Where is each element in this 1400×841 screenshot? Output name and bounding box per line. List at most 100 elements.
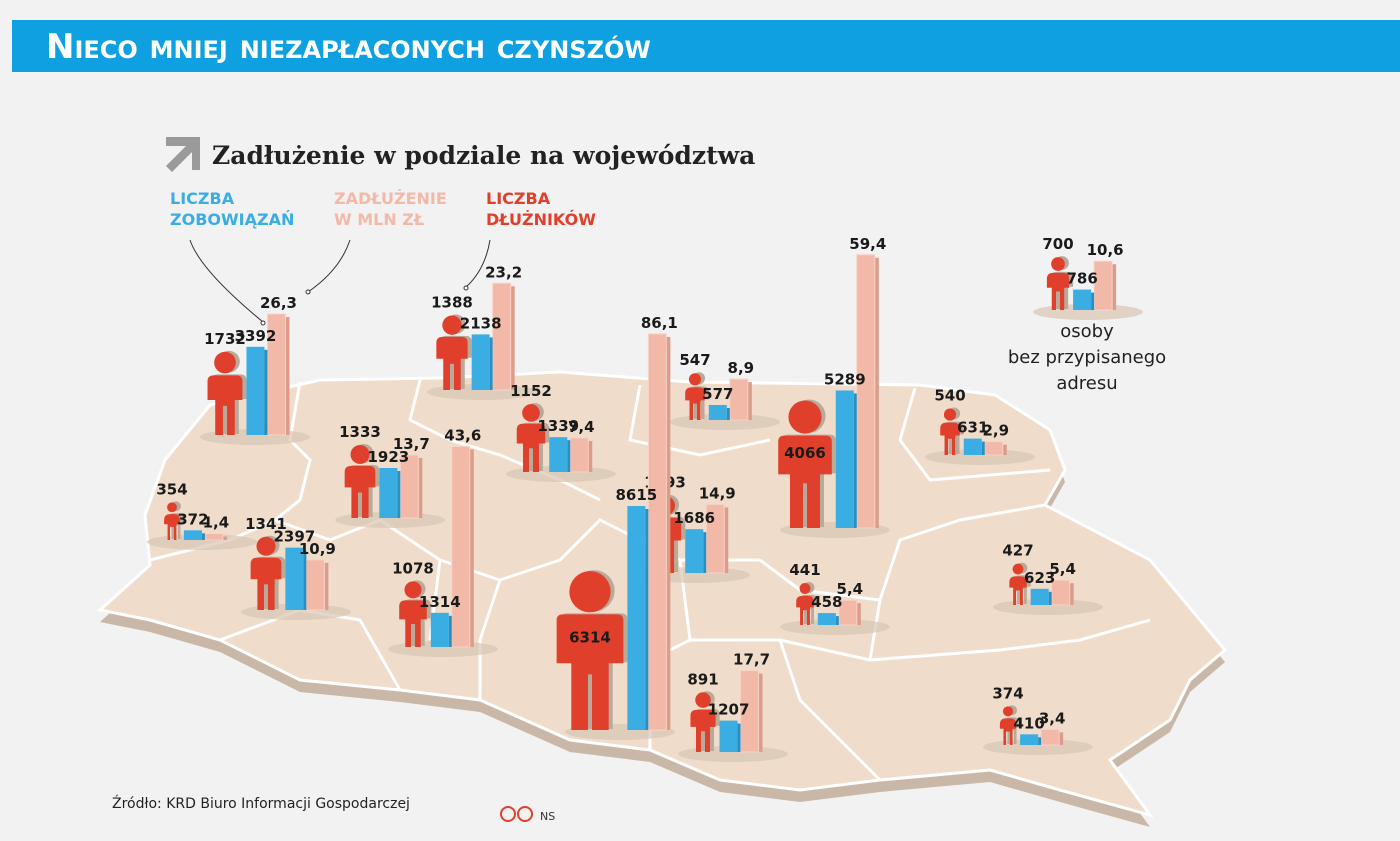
- debtors-label: 441: [789, 561, 820, 579]
- obligations-label: 1686: [673, 509, 715, 527]
- obligations-label: 1339: [537, 417, 579, 435]
- obligations-label: 1923: [367, 448, 409, 466]
- obligations-bar-side: [1048, 591, 1052, 605]
- debt-bar-side: [510, 286, 515, 390]
- obligations-bar-side: [853, 393, 857, 528]
- debtors-label: 891: [687, 670, 718, 688]
- credit: NS: [540, 810, 555, 823]
- debt-label: 8,9: [728, 359, 755, 377]
- debtors-label: 427: [1002, 542, 1033, 560]
- obligations-bar-side: [1038, 737, 1042, 745]
- person: [685, 373, 705, 420]
- obligations-bar-side: [303, 550, 307, 610]
- obligations-bar: [430, 612, 449, 647]
- region-group: 1388 2138 23,2: [427, 263, 537, 400]
- legend-label: ZOBOWIĄZAŃ: [170, 210, 294, 229]
- debt-bar: [569, 437, 589, 473]
- person: [344, 444, 376, 518]
- obligations-bar-side: [835, 616, 839, 625]
- obligations-bar-side: [645, 509, 649, 730]
- obligations-bar-side: [1091, 292, 1095, 310]
- obligations-label: 623: [1024, 569, 1055, 587]
- debt-bar-side: [1112, 264, 1117, 310]
- debt-bar: [1040, 728, 1060, 746]
- obligations-label: 8615: [615, 486, 657, 504]
- obligations-bar-side: [567, 440, 571, 472]
- obligations-label: 410: [1013, 714, 1044, 732]
- debt-label: 59,4: [849, 235, 886, 253]
- debtors-label: 1732: [204, 330, 246, 348]
- obligations-bar: [708, 404, 727, 420]
- debt-label: 3,4: [1039, 709, 1066, 727]
- note: osoby: [1060, 321, 1114, 342]
- debt-label: 13,7: [393, 435, 430, 453]
- obligations-bar-side: [737, 723, 741, 752]
- obligations-label: 2397: [274, 528, 316, 546]
- debt-label: 43,6: [444, 426, 481, 444]
- person: [250, 536, 282, 610]
- debt-label: 7,4: [568, 418, 595, 436]
- obligations-bar: [719, 720, 738, 752]
- debt-label: 26,3: [260, 294, 297, 312]
- legend-pointers: [189, 239, 491, 326]
- debtors-label: 1341: [245, 515, 287, 533]
- obligations-bar: [817, 613, 836, 625]
- legend-label: LICZBA: [170, 189, 235, 208]
- obligations-label: 786: [1066, 270, 1097, 288]
- debt-bar-side: [222, 536, 227, 540]
- debt-bar-side: [747, 382, 752, 420]
- legend-label: DŁUŻNIKÓW: [486, 210, 596, 229]
- debt-bar: [305, 559, 325, 611]
- debt-bar-side: [1002, 444, 1007, 455]
- person: [999, 706, 1017, 745]
- obligations-bar: [835, 390, 854, 528]
- person: [164, 502, 180, 540]
- debtors-label: 6314: [569, 629, 611, 647]
- region-group: 1078 1314 43,6: [388, 426, 498, 657]
- region-group: 6314 8615 86,1: [556, 314, 678, 740]
- obligations-bar: [963, 438, 982, 455]
- debt-bar-side: [324, 562, 329, 610]
- debt-bar-side: [758, 673, 763, 752]
- debt-label: 1,4: [203, 514, 230, 532]
- debt-bar-side: [285, 317, 290, 435]
- legend-label: W MLN ZŁ: [334, 210, 424, 229]
- obligations-label: 577: [702, 385, 733, 403]
- subtitle-arrow: [166, 137, 200, 172]
- obligations-bar: [1030, 588, 1049, 605]
- person: [1009, 563, 1027, 605]
- debt-bar-side: [469, 449, 474, 647]
- title-banner: [12, 20, 1400, 72]
- obligations-bar: [471, 334, 490, 390]
- debtors-label: 4066: [784, 444, 826, 462]
- debt-label: 14,9: [699, 484, 736, 502]
- person: [796, 583, 814, 625]
- legend-label: LICZBA: [486, 189, 551, 208]
- debtors-label: 1388: [431, 293, 473, 311]
- obligations-label: 1314: [419, 593, 461, 611]
- debtors-label: 374: [992, 684, 1023, 702]
- debt-bar-side: [1069, 583, 1074, 605]
- person: [207, 351, 243, 435]
- debt-label: 5,4: [837, 580, 864, 598]
- obligations-bar-side: [726, 407, 730, 420]
- source: Źródło: KRD Biuro Informacji Gospodarcze…: [112, 794, 410, 812]
- debtors-label: 547: [679, 351, 710, 369]
- debt-bar-side: [1059, 732, 1064, 745]
- obligations-bar-side: [489, 337, 493, 390]
- debt-label: 10,9: [299, 540, 336, 558]
- debt-bar-side: [874, 257, 879, 528]
- debt-label: 5,4: [1049, 560, 1076, 578]
- title: Nieco mniej niezapłaconych czynszów: [46, 27, 651, 67]
- obligations-bar: [549, 437, 568, 472]
- subtitle: Zadłużenie w podziale na województwa: [212, 141, 755, 170]
- debt-bar: [204, 533, 224, 541]
- debt-bar: [1093, 260, 1113, 311]
- debt-label: 2,9: [982, 422, 1009, 440]
- debt-bar: [838, 599, 858, 626]
